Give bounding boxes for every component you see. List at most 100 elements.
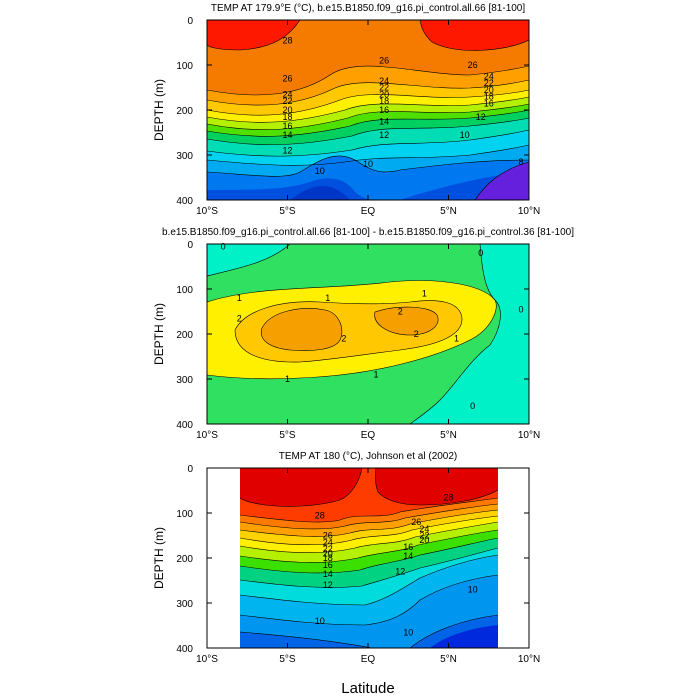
y-tick-label: 300 (176, 151, 193, 162)
band-2-core-a (261, 308, 342, 351)
y-tick-label: 0 (187, 464, 193, 475)
y-tick-label: 0 (187, 240, 193, 251)
contour-label: 18 (323, 553, 333, 563)
contour-label: 2 (237, 313, 242, 323)
contour-line (240, 529, 498, 563)
y-tick-label: 100 (176, 285, 193, 296)
contour-label: 24 (379, 76, 389, 86)
y-tick-label: 300 (176, 599, 193, 610)
contour-line (240, 547, 498, 588)
contour-line (234, 300, 463, 363)
contour-label: 0 (470, 401, 475, 411)
contour-line (260, 308, 343, 351)
contour-label: 10 (460, 130, 470, 140)
x-tick-label: 10°S (196, 206, 218, 217)
contour-line (207, 244, 291, 277)
contour-label: 0 (478, 248, 483, 258)
contour-label: 22 (379, 83, 389, 93)
x-tick-label: 10°S (196, 430, 218, 441)
contour-label: 10 (363, 159, 373, 169)
contour-line (240, 631, 373, 648)
contour-label: 10 (468, 585, 478, 595)
panel-1-contour-fill (207, 20, 529, 200)
x-tick-label: 5°N (440, 654, 457, 665)
contour-line (375, 468, 498, 506)
contour-label: 0 (518, 304, 523, 314)
y-axis-label: DEPTH (m) (152, 303, 166, 365)
x-axis-label: Latitude (341, 680, 394, 697)
band-8-9-a (240, 632, 372, 648)
band-28-b (420, 20, 529, 51)
contour-label: 26 (323, 531, 333, 541)
contour-label: 24 (419, 524, 429, 534)
contour-line (207, 89, 529, 116)
contour-line (207, 129, 529, 157)
contour-label: 26 (411, 517, 421, 527)
y-tick-label: 100 (176, 61, 193, 72)
contour-line (207, 20, 301, 51)
contour-label: 22 (323, 544, 333, 554)
contour-label: 0 (221, 241, 226, 251)
contour-label: 10 (315, 166, 325, 176)
contour-label: 18 (282, 112, 292, 122)
contour-label: 10 (315, 616, 325, 626)
contour-label: 16 (403, 542, 413, 552)
panel-2-contour-labels: 0 1 1 1 2 2 2 2 1 1 1 0 0 0 (221, 241, 524, 411)
panel-3-contour-lines (240, 468, 498, 648)
contour-label: 18 (484, 92, 494, 102)
contour-line (419, 20, 529, 51)
contour-label: 12 (476, 112, 486, 122)
panel-1-contour-lines (207, 20, 529, 200)
band-lt8 (430, 625, 498, 648)
y-tick-label: 400 (176, 644, 193, 655)
contour-label: 12 (395, 567, 405, 577)
contour-line (207, 79, 529, 106)
panel-3-axes: 10°S 5°S EQ 5°N 10°N 0 100 200 300 400 DEPTH (m) (152, 464, 540, 665)
contour-line (240, 468, 363, 507)
x-tick-label: 10°N (518, 430, 540, 441)
contour-label: 16 (484, 98, 494, 108)
contour-label: 12 (379, 130, 389, 140)
contour-line (240, 497, 498, 523)
contour-label: 10 (403, 627, 413, 637)
contour-label: 16 (323, 560, 333, 570)
contour-line (409, 614, 498, 648)
contour-line (240, 537, 498, 574)
contour-label: 14 (403, 551, 413, 561)
y-tick-label: 200 (176, 554, 193, 565)
contour-label: 8 (518, 157, 523, 167)
panel-1: TEMP AT 179.9°E (°C), b.e15.B1850.f09_g1… (206, 3, 530, 201)
x-tick-label: 5°N (440, 206, 457, 217)
contour-line (207, 96, 529, 123)
contour-label: 1 (237, 293, 242, 303)
x-tick-label: 5°S (279, 430, 296, 441)
contour-label: 24 (282, 89, 292, 99)
contour-label: 1 (285, 374, 290, 384)
contour-line (374, 306, 439, 336)
contour-label: 18 (379, 96, 389, 106)
contour-label: 16 (282, 121, 292, 131)
band-core-a (290, 186, 350, 200)
contour-label: 28 (443, 492, 453, 502)
contour-label: 14 (323, 569, 333, 579)
y-tick-label: 200 (176, 330, 193, 341)
contour-line (240, 503, 498, 530)
contour-label: 24 (484, 71, 494, 81)
y-tick-label: 100 (176, 509, 193, 520)
panel-2-contour-fill (207, 244, 529, 424)
y-tick-label: 200 (176, 106, 193, 117)
contour-label: 16 (379, 105, 389, 115)
contour-line (409, 244, 501, 424)
panel-1-axes: 10°S 5°S EQ 5°N 10°N 0 100 200 300 400 DEPTH (m) (152, 16, 540, 217)
contour-line (240, 515, 498, 546)
panel-2: b.e15.B1850.f09_g16.pi_control.all.66 [8… (162, 227, 574, 425)
contour-label: 2 (341, 334, 346, 344)
contour-line (240, 554, 498, 606)
contour-label: 26 (379, 56, 389, 66)
contour-line (207, 65, 529, 96)
x-tick-label: 5°S (279, 654, 296, 665)
contour-label: 1 (454, 334, 459, 344)
contour-label: 14 (379, 116, 389, 126)
x-tick-label: EQ (361, 430, 376, 441)
